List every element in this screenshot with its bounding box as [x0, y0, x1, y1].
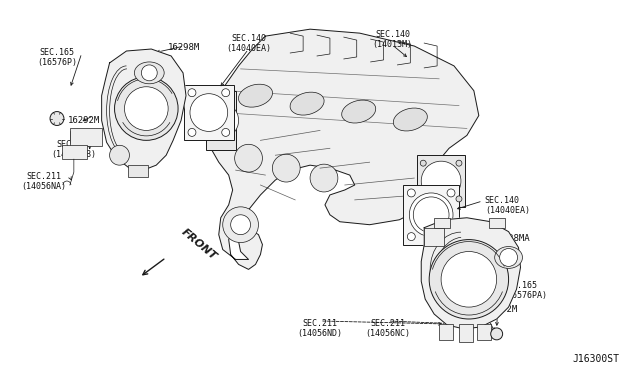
Circle shape	[420, 160, 426, 166]
Bar	[206, 91, 236, 150]
Text: (16576PA): (16576PA)	[502, 291, 548, 300]
Bar	[477, 324, 491, 340]
Circle shape	[273, 154, 300, 182]
Circle shape	[500, 248, 518, 266]
Circle shape	[235, 144, 262, 172]
Circle shape	[203, 103, 239, 138]
Bar	[417, 155, 465, 207]
Bar	[439, 324, 453, 340]
Text: 16292M: 16292M	[68, 116, 100, 125]
Text: SEC.165: SEC.165	[40, 48, 74, 57]
Bar	[489, 218, 504, 228]
Circle shape	[407, 232, 415, 241]
Circle shape	[141, 65, 157, 81]
Ellipse shape	[394, 108, 428, 131]
Circle shape	[420, 196, 426, 202]
Text: SEC.211: SEC.211	[303, 319, 337, 328]
Circle shape	[109, 145, 129, 165]
Text: (14013M): (14013M)	[372, 40, 412, 49]
Ellipse shape	[495, 247, 522, 268]
Ellipse shape	[290, 92, 324, 115]
Circle shape	[310, 164, 338, 192]
Text: (14056NB): (14056NB)	[51, 150, 97, 159]
Text: 16298M: 16298M	[168, 43, 200, 52]
Ellipse shape	[134, 62, 164, 84]
Circle shape	[413, 197, 449, 232]
Circle shape	[221, 128, 230, 137]
Circle shape	[50, 112, 64, 125]
Ellipse shape	[342, 100, 376, 123]
Circle shape	[491, 328, 502, 340]
Text: SEC.211: SEC.211	[56, 140, 92, 149]
Text: (14040EA): (14040EA)	[226, 44, 271, 53]
Bar	[129, 165, 148, 177]
Circle shape	[124, 87, 168, 131]
Text: (14056NC): (14056NC)	[365, 329, 410, 338]
Circle shape	[456, 196, 462, 202]
Bar	[62, 145, 87, 159]
Text: (14056NA): (14056NA)	[22, 182, 67, 191]
Polygon shape	[421, 218, 520, 329]
Bar	[184, 85, 234, 140]
Text: (14056ND): (14056ND)	[298, 329, 342, 338]
Circle shape	[407, 189, 415, 197]
Text: SEC.140: SEC.140	[375, 30, 410, 39]
Circle shape	[115, 77, 178, 140]
Polygon shape	[209, 29, 479, 269]
Text: SEC.140: SEC.140	[484, 196, 520, 205]
Circle shape	[441, 251, 497, 307]
Text: (16576P): (16576P)	[37, 58, 77, 67]
Bar	[403, 185, 459, 244]
Bar	[424, 228, 444, 246]
Circle shape	[447, 232, 455, 241]
Bar	[459, 324, 473, 342]
Text: 16292M: 16292M	[486, 305, 518, 314]
Polygon shape	[102, 49, 186, 170]
Text: SEC.165: SEC.165	[502, 281, 538, 290]
Circle shape	[421, 161, 461, 201]
Circle shape	[429, 240, 509, 319]
Circle shape	[188, 128, 196, 137]
Text: (14040EA): (14040EA)	[484, 206, 530, 215]
Circle shape	[223, 207, 259, 243]
Circle shape	[188, 89, 196, 97]
Text: SEC.211: SEC.211	[27, 172, 61, 181]
Bar	[434, 218, 450, 228]
Circle shape	[456, 160, 462, 166]
Bar	[70, 128, 102, 146]
Circle shape	[190, 94, 228, 131]
Text: J16300ST: J16300ST	[573, 354, 620, 364]
Circle shape	[221, 89, 230, 97]
Circle shape	[230, 215, 250, 235]
Text: SEC.140: SEC.140	[231, 34, 266, 43]
Circle shape	[447, 189, 455, 197]
Text: 16298MA: 16298MA	[493, 234, 531, 243]
Circle shape	[410, 193, 453, 237]
Text: SEC.211: SEC.211	[370, 319, 405, 328]
Ellipse shape	[239, 84, 273, 107]
Text: FRONT: FRONT	[179, 227, 218, 262]
